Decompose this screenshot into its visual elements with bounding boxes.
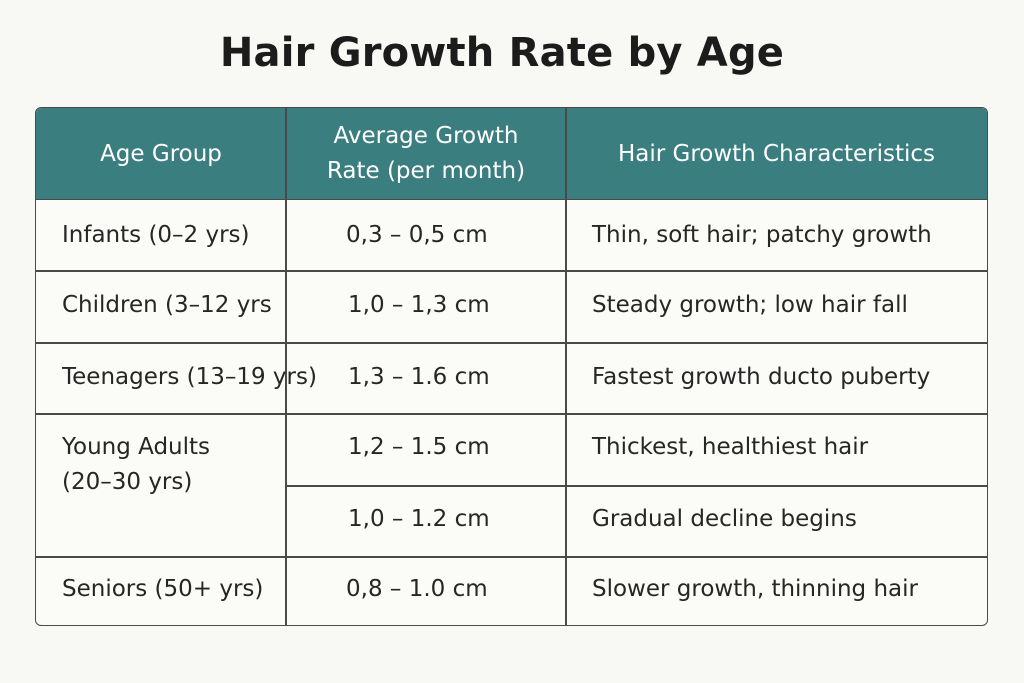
age-group-cell: Seniors (50+ yrs) <box>62 576 264 602</box>
characteristics-cell: Thin, soft hair; patchy growth <box>592 222 932 248</box>
growth-rate-cell: 0,8 – 1.0 cm <box>346 576 488 602</box>
characteristics-cell: Steady growth; low hair fall <box>592 292 908 318</box>
characteristics-cell: Fastest growth ducto puberty <box>592 364 931 390</box>
column-divider <box>285 108 287 625</box>
age-group-cell: Children (3–12 yrs <box>62 292 272 318</box>
column-header-age-group: Age Group <box>100 140 222 167</box>
column-header-characteristics: Hair Growth Characteristics <box>617 140 936 167</box>
page-title: Hair Growth Rate by Age <box>219 30 785 76</box>
characteristics-cell: Gradual decline begins <box>592 506 857 532</box>
column-header-growth-rate: Average Growth Rate (per month) <box>286 108 566 200</box>
characteristics-cell: Thickest, healthiest hair <box>592 434 869 460</box>
row-divider <box>36 413 987 415</box>
growth-rate-table: Age Group Average Growth Rate (per month… <box>35 107 988 626</box>
growth-rate-cell: 0,3 – 0,5 cm <box>346 222 488 248</box>
row-divider <box>36 556 987 558</box>
age-group-cell: Teenagers (13–19 yrs) <box>62 364 317 390</box>
growth-rate-cell: 1,2 – 1.5 cm <box>348 434 490 460</box>
growth-rate-cell: 1,3 – 1.6 cm <box>348 364 490 390</box>
age-group-cell-line1: Young Adults <box>62 434 211 460</box>
characteristics-cell: Slower growth, thinning hair <box>592 576 918 602</box>
age-group-cell-line2: (20–30 yrs) <box>62 469 193 495</box>
row-divider <box>36 270 987 272</box>
column-header-growth-rate-line1: Average Growth <box>333 123 519 149</box>
column-divider <box>565 108 567 625</box>
column-header-growth-rate-line2: Rate (per month) <box>326 158 526 184</box>
row-divider <box>285 485 987 487</box>
growth-rate-cell: 1,0 – 1,3 cm <box>348 292 490 318</box>
age-group-cell: Infants (0–2 yrs) <box>62 222 250 248</box>
row-divider <box>36 342 987 344</box>
table-header: Age Group Average Growth Rate (per month… <box>36 108 987 200</box>
growth-rate-cell: 1,0 – 1.2 cm <box>348 506 490 532</box>
